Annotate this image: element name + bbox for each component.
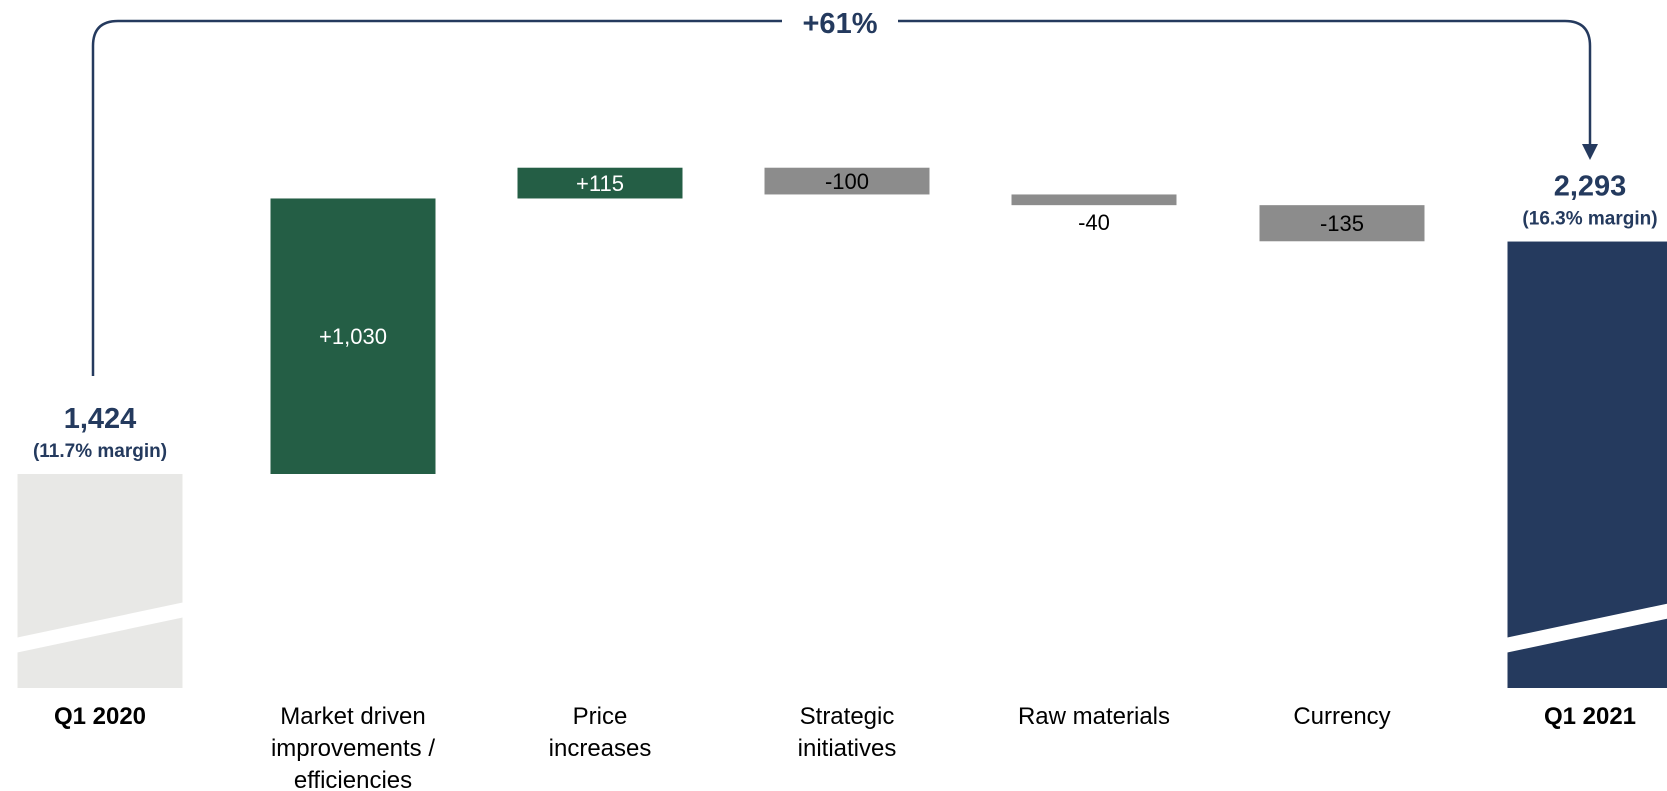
- category-label: Q1 2021: [1544, 703, 1636, 730]
- axis-break-mark: [5, 600, 195, 655]
- total-value-label: 2,293: [1554, 171, 1627, 203]
- category-label: Currency: [1293, 703, 1390, 730]
- delta-value-label: +1,030: [319, 324, 387, 349]
- margin-note-label: (11.7% margin): [33, 441, 167, 462]
- bar-delta: [517, 167, 683, 199]
- category-label: Q1 2020: [54, 703, 146, 730]
- bar-start-total: [17, 474, 183, 688]
- bar-delta: [1259, 205, 1425, 242]
- growth-arrowhead: [1582, 144, 1598, 160]
- category-label: increases: [549, 735, 652, 762]
- category-label: efficiencies: [294, 767, 412, 791]
- category-label: improvements /: [271, 735, 435, 762]
- category-label: Raw materials: [1018, 703, 1170, 730]
- delta-value-label: -135: [1320, 211, 1364, 236]
- delta-value-label: +115: [576, 171, 624, 196]
- bar-delta: [764, 167, 930, 195]
- category-label: initiatives: [798, 735, 897, 762]
- labels-group: 1,424 (11.7% margin) Q1 2020 +1,030 Market d…: [33, 169, 1658, 791]
- delta-value-label: -40: [1078, 210, 1110, 235]
- growth-bracket-left: [91, 19, 782, 376]
- bar-delta: [270, 198, 436, 474]
- growth-label: +61%: [803, 8, 878, 40]
- bars-group: [5, 167, 1667, 689]
- bar-delta: [1011, 194, 1177, 206]
- axis-break-mark: [1495, 603, 1667, 655]
- delta-value-label: -100: [825, 169, 869, 194]
- total-value-label: 1,424: [64, 403, 137, 435]
- category-label: Price: [573, 703, 628, 730]
- margin-note-label: (16.3% margin): [1522, 209, 1657, 230]
- category-label: Market driven: [280, 703, 425, 730]
- growth-bracket-right: [898, 19, 1592, 145]
- category-label: Strategic: [800, 703, 895, 730]
